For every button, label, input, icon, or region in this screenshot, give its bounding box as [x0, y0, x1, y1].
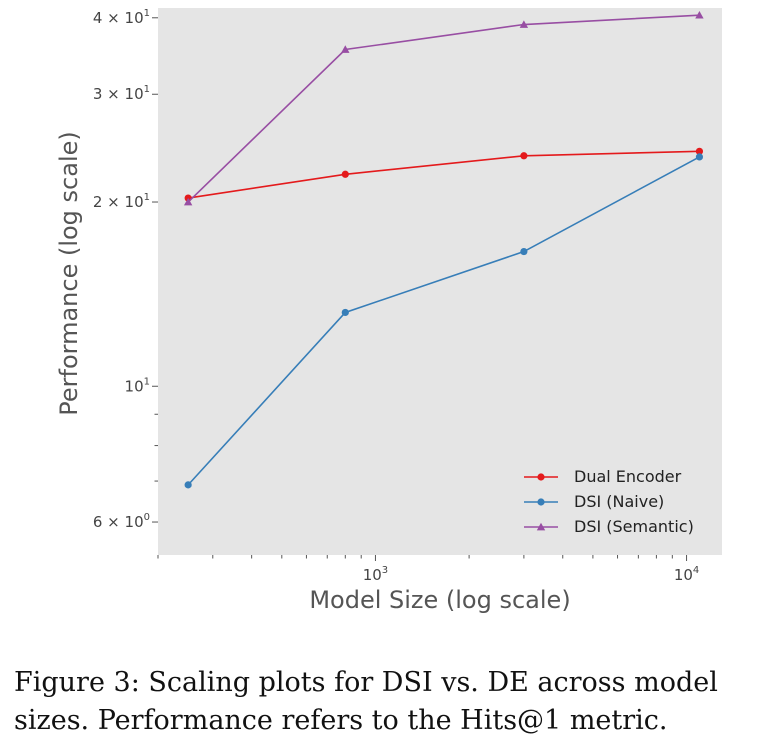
- legend-swatch-marker: [537, 473, 545, 481]
- data-point: [184, 481, 192, 489]
- series-dsi-naive: [184, 153, 704, 489]
- scaling-chart: 103 104 6 × 100 101 2 × 101 3 × 101 4 × 101 D…: [55, 8, 722, 614]
- data-point: [695, 10, 704, 19]
- data-point: [519, 20, 529, 28]
- x-axis-ticks: 103 104: [157, 555, 699, 584]
- legend-label: DSI (Semantic): [574, 517, 694, 536]
- x-tick-label: 103: [363, 565, 388, 584]
- y-tick-label: 101: [125, 376, 150, 395]
- series-line: [187, 14, 700, 203]
- legend-swatch-marker: [537, 498, 545, 506]
- y-tick-label: 4 × 101: [93, 8, 150, 27]
- series-layer: [183, 10, 704, 489]
- data-point: [695, 147, 704, 155]
- data-point: [341, 170, 349, 178]
- data-point: [520, 247, 528, 256]
- y-tick-label: 2 × 101: [93, 192, 150, 211]
- legend-item: Dual Encoder: [524, 467, 682, 486]
- y-axis-label: Performance (log scale): [55, 131, 83, 416]
- series-dsi-semantic: [183, 10, 704, 206]
- figure-caption: Figure 3: Scaling plots for DSI vs. DE a…: [14, 667, 718, 736]
- data-point: [520, 152, 528, 160]
- y-tick-label: 3 × 101: [93, 84, 150, 103]
- x-tick-label: 104: [674, 565, 699, 584]
- y-axis-ticks: 6 × 100 101 2 × 101 3 × 101 4 × 101: [93, 8, 158, 531]
- legend-item: DSI (Naive): [524, 492, 664, 511]
- legend-item: DSI (Semantic): [524, 517, 694, 536]
- plot-background: [158, 8, 722, 555]
- x-axis-label: Model Size (log scale): [309, 586, 570, 614]
- legend: Dual Encoder DSI (Naive) DSI (Semantic): [524, 467, 694, 536]
- series-line: [188, 150, 700, 199]
- data-point: [341, 45, 350, 53]
- legend-label: Dual Encoder: [574, 467, 682, 486]
- data-point: [183, 197, 193, 206]
- data-point: [695, 153, 704, 161]
- legend-label: DSI (Naive): [574, 492, 664, 511]
- data-point: [341, 308, 349, 317]
- series-line: [187, 156, 700, 486]
- legend-swatch-marker: [536, 522, 546, 531]
- y-tick-label: 6 × 100: [93, 512, 150, 531]
